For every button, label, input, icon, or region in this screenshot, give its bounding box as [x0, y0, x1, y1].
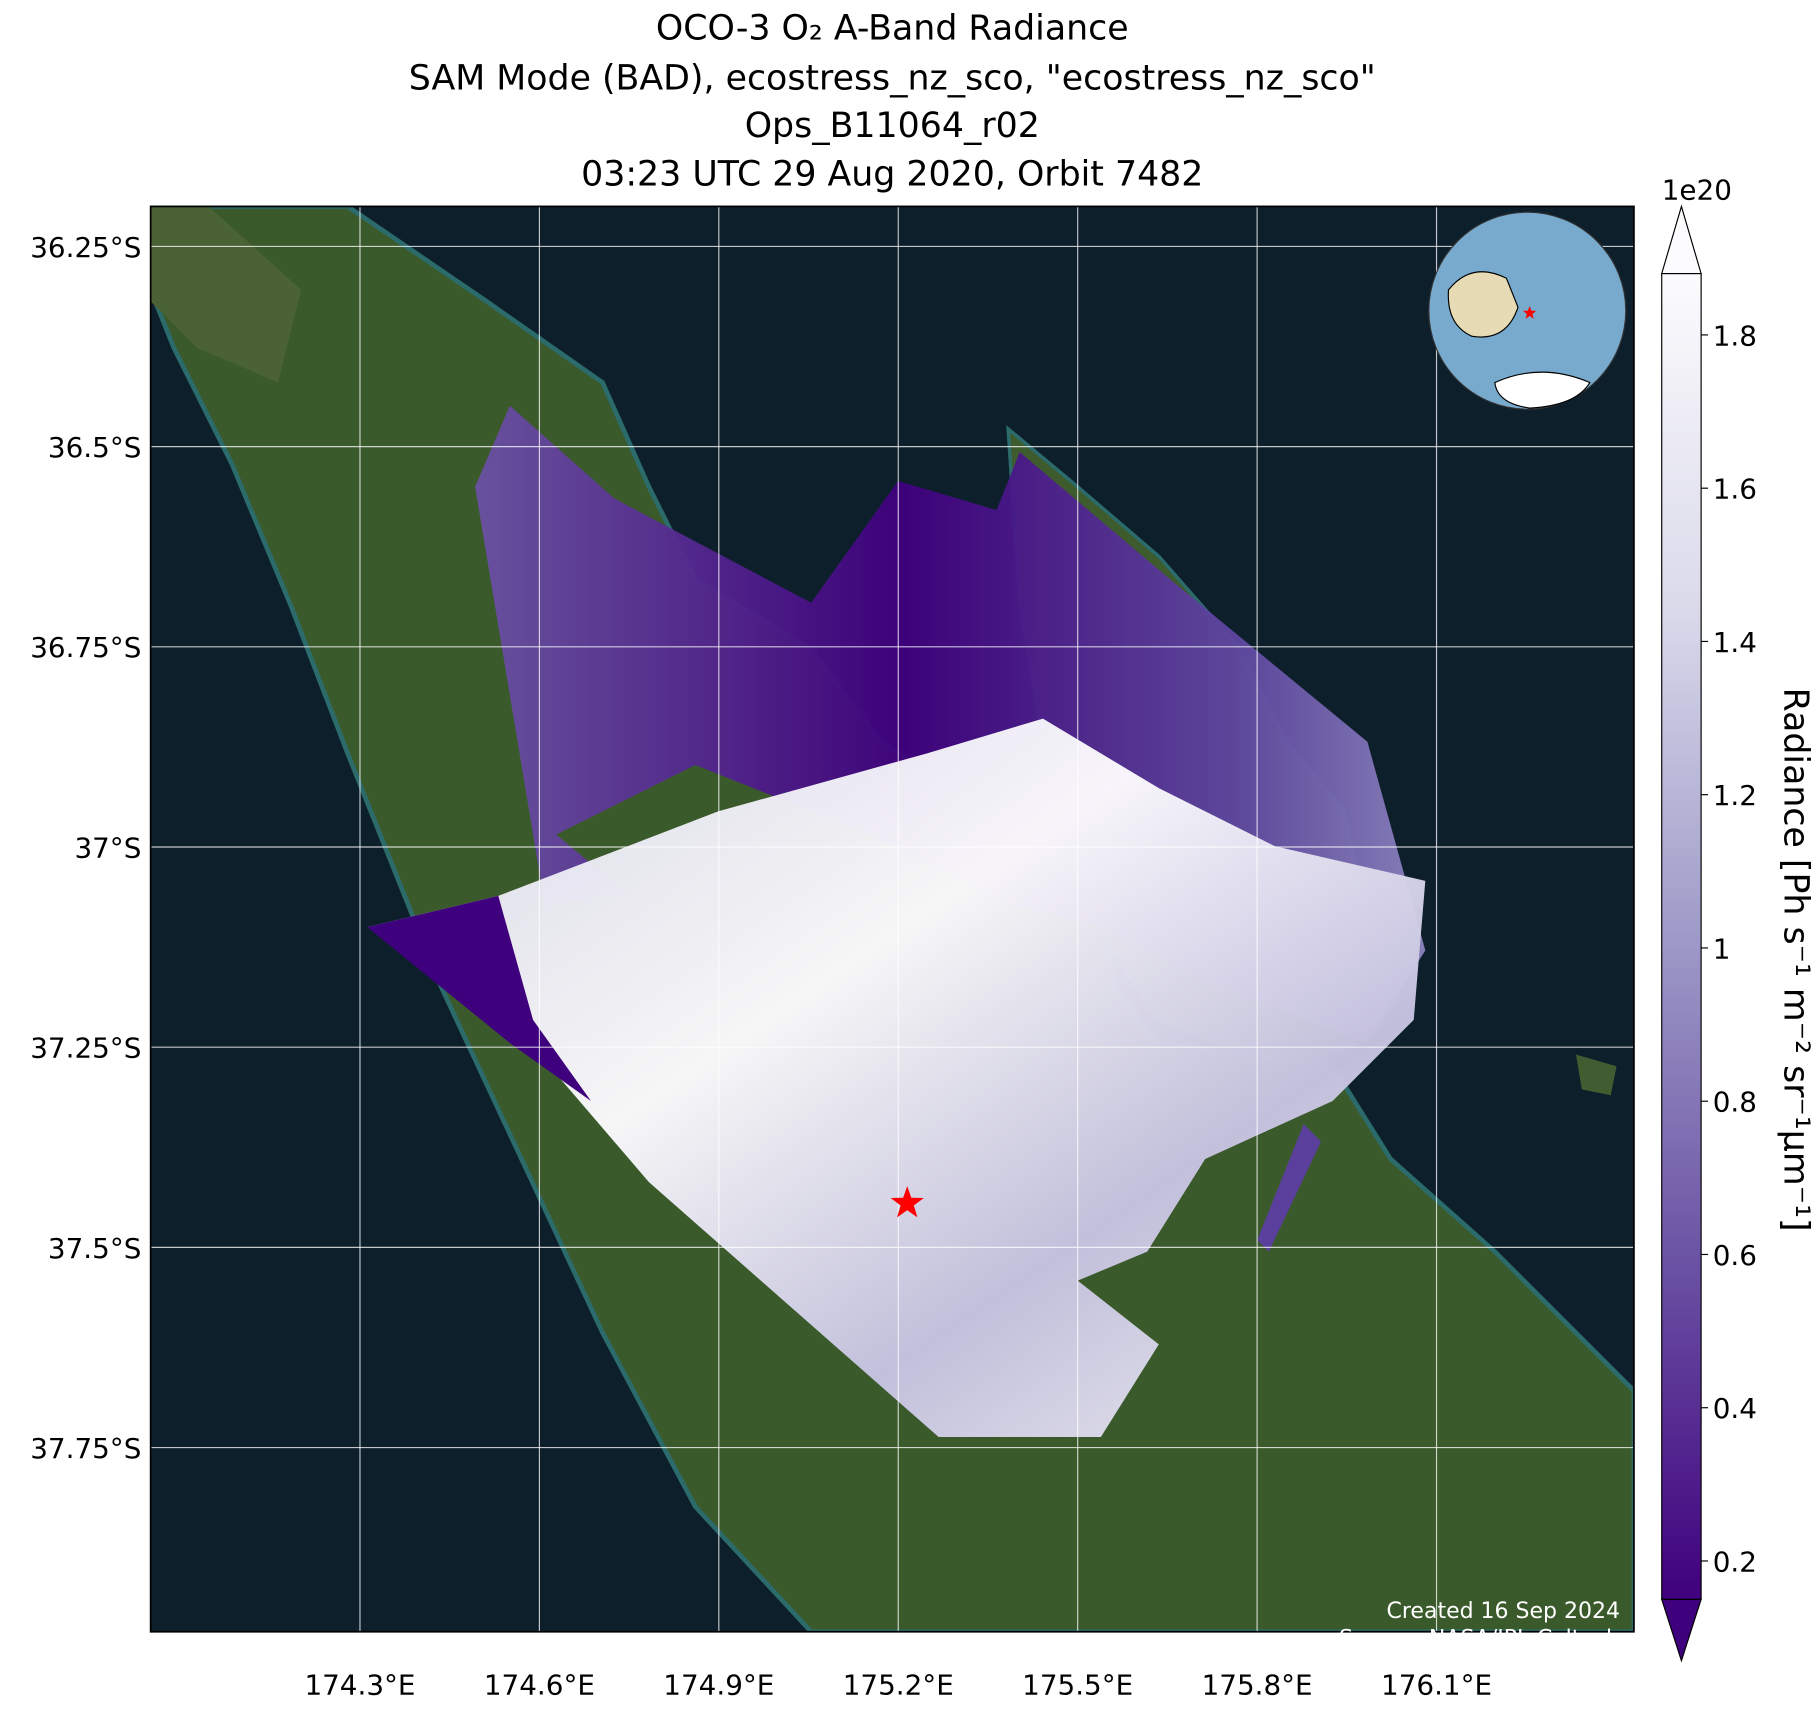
- colorbar-extend-bottom: [1660, 1598, 1702, 1663]
- land: [1575, 1054, 1617, 1096]
- colorbar-bar: [1661, 273, 1702, 1600]
- land: [150, 206, 302, 383]
- colorbar-tick-label: 1.8: [1713, 319, 1757, 352]
- x-tick-label: 174.9°E: [663, 1668, 774, 1701]
- colorbar: 0.2 0.4 0.6 0.8 1 1.2 1.4 1.6 1.8: [1660, 204, 1757, 1663]
- colorbar-tick-label: 1.4: [1713, 626, 1757, 659]
- y-tick-label: 37.25°S: [30, 1032, 141, 1065]
- x-tick-label: 174.3°E: [304, 1668, 415, 1701]
- swath: [1257, 1124, 1322, 1252]
- colorbar-extend-top: [1660, 204, 1702, 275]
- colorbar-tick-label: 0.2: [1713, 1545, 1757, 1578]
- x-tick-label: 174.6°E: [484, 1668, 595, 1701]
- footer: Created 16 Sep 2024: [1387, 1599, 1620, 1624]
- x-tick-label: 175.5°E: [1022, 1668, 1133, 1701]
- y-tick-label: 37.5°S: [48, 1232, 141, 1265]
- y-tick-label: 36.75°S: [30, 631, 141, 664]
- colorbar-multiplier: 1e20: [1662, 173, 1732, 206]
- title-line: Ops_B11064_r02: [745, 106, 1040, 146]
- inset-globe: [1428, 211, 1627, 410]
- colorbar-tick-label: 0.4: [1713, 1392, 1757, 1425]
- title-line: 03:23 UTC 29 Aug 2020, Orbit 7482: [581, 155, 1203, 195]
- swath: [367, 718, 1426, 1438]
- y-tick-label: 37°S: [74, 831, 141, 864]
- site-marker: [890, 1185, 924, 1218]
- y-tick-label: 36.25°S: [30, 231, 141, 264]
- colorbar-tick-label: 1: [1713, 932, 1731, 965]
- title-line: OCO-3 O₂ A-Band Radiance: [656, 9, 1129, 49]
- x-tick-label: 175.8°E: [1202, 1668, 1313, 1701]
- colorbar-tick-label: 1.2: [1713, 779, 1757, 812]
- footer: Source: NASA/JPL-Caltech: [1339, 1627, 1620, 1652]
- inset-marker: [1523, 306, 1537, 319]
- axes: 174.3°E 174.6°E 174.9°E 175.2°E 175.5°E 175.8…: [30, 206, 1634, 1701]
- y-tick-label: 37.75°S: [30, 1432, 141, 1465]
- colorbar-tick-label: 1.6: [1713, 473, 1757, 506]
- map-frame: [149, 205, 1635, 1633]
- colorbar-tick-label: 0.8: [1713, 1086, 1757, 1119]
- colorbar-label: Radiance [Ph s⁻¹ m⁻² sr⁻¹μm⁻¹]: [1776, 688, 1816, 1232]
- x-tick-label: 176.1°E: [1381, 1668, 1492, 1701]
- title-line: SAM Mode (BAD), ecostress_nz_sco, "ecost…: [409, 58, 1376, 98]
- colorbar-tick-label: 0.6: [1713, 1239, 1757, 1272]
- y-tick-label: 36.5°S: [48, 431, 141, 464]
- map: [150, 206, 1634, 1632]
- x-tick-label: 175.2°E: [843, 1668, 954, 1701]
- swath: [367, 895, 591, 1102]
